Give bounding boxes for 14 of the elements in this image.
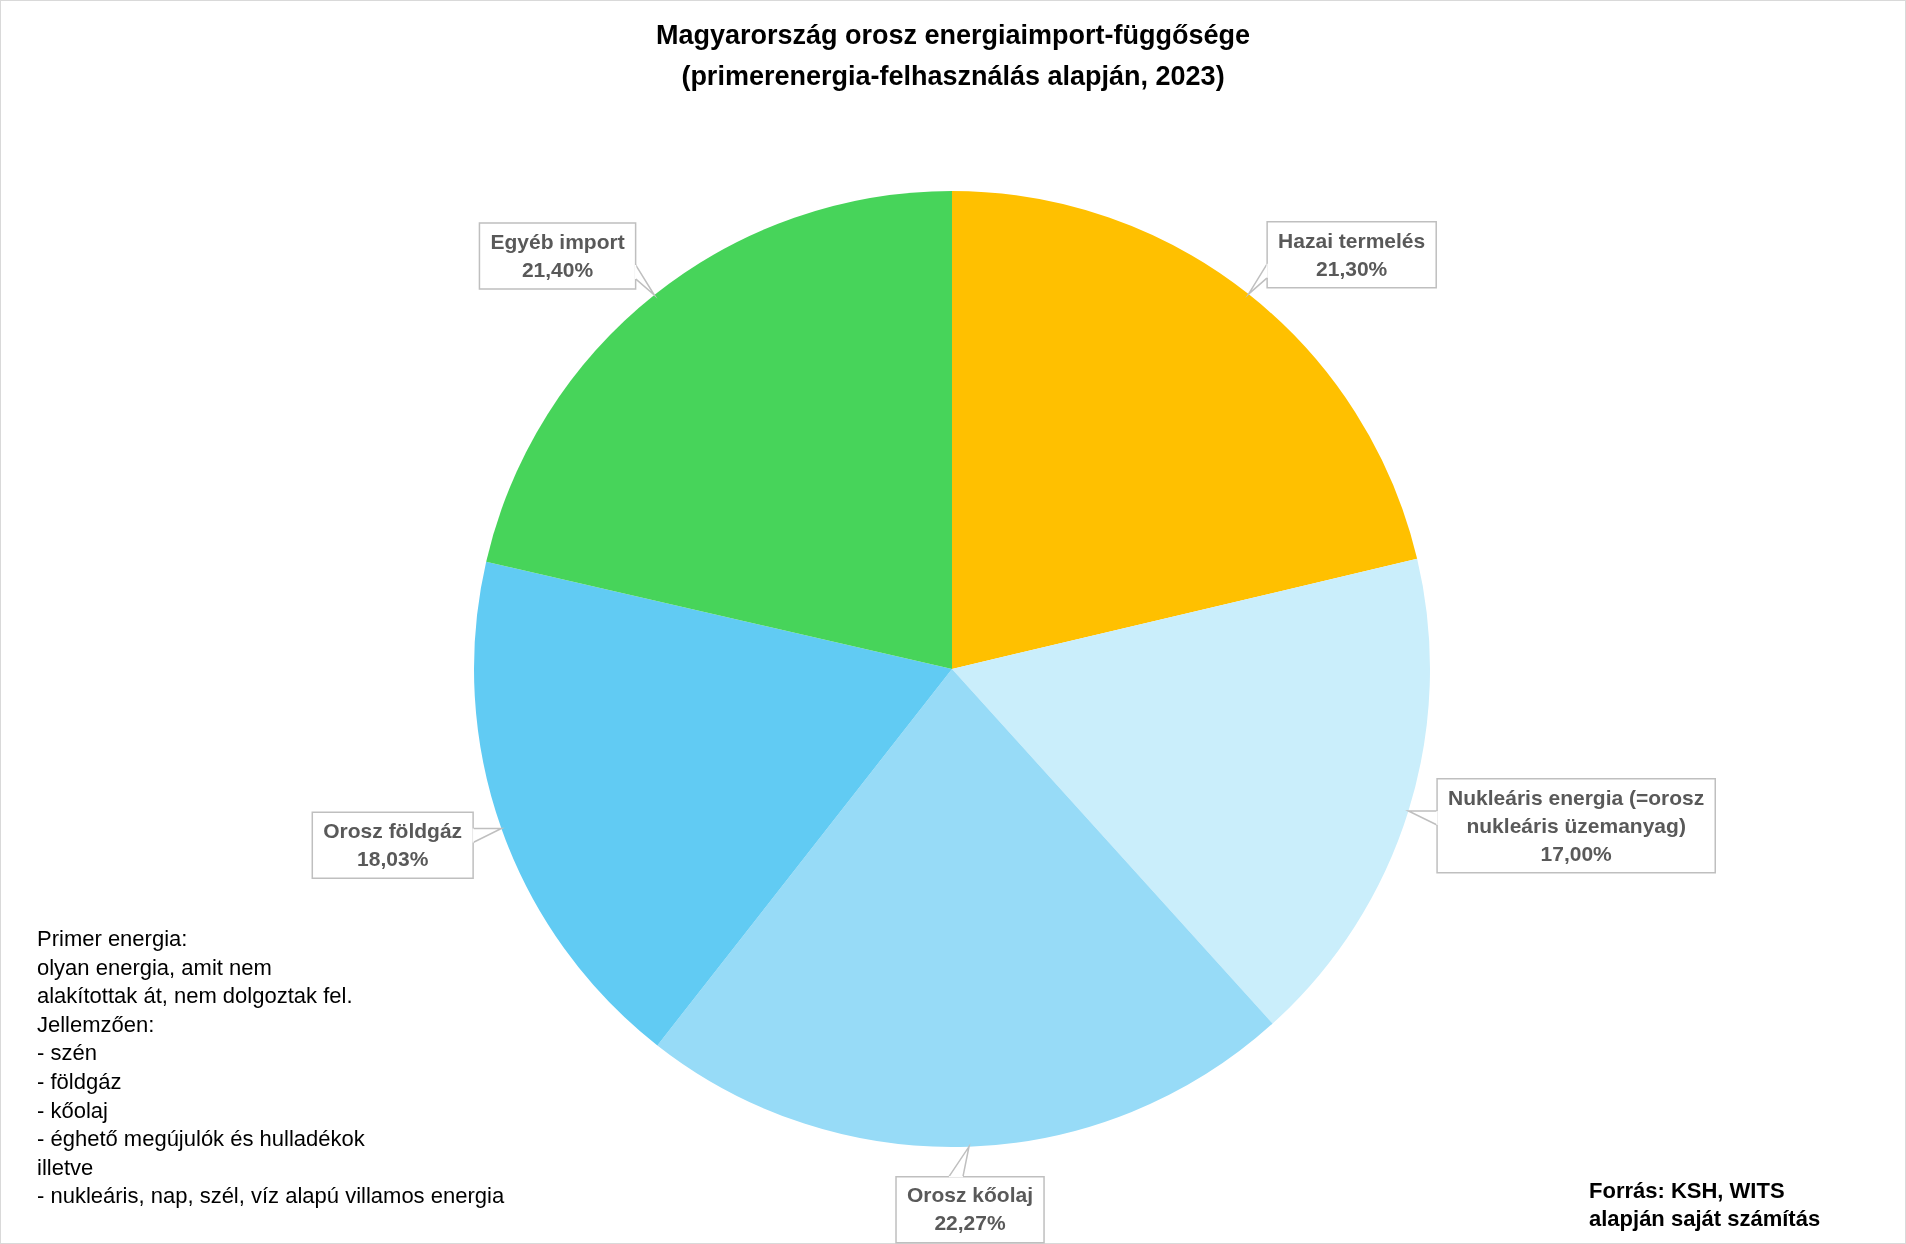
slice-label: Hazai termelés xyxy=(1278,228,1426,252)
text: Forrás: KSH, WITS alapján saját számítás xyxy=(1589,1178,1821,1232)
slice-label: Orosz kőolaj xyxy=(907,1183,1034,1207)
slice-label: Orosz földgáz xyxy=(323,818,463,842)
data-label: 18,03% xyxy=(357,846,429,870)
chart-subtitle: (primerenergia-felhasználás alapján, 2023) xyxy=(681,61,1225,92)
data-label: 22,27% xyxy=(934,1211,1006,1235)
data-label: 21,30% xyxy=(1316,256,1388,280)
data-label: 17,00% xyxy=(1540,841,1613,865)
data-label: 21,40% xyxy=(521,257,594,281)
slice-label: Egyéb import xyxy=(490,229,625,253)
text: Primer energia: olyan energia, amit nem alakítottak át, nem dolgoztak fel. Jellemzően: - szén - földgáz - kőolaj - éghető megújulók és hulladékok illetve - nukleáris, nap, szél, víz alapú villamos energia xyxy=(37,926,505,1209)
chart-title: Magyarország orosz energiaimport-függősége xyxy=(655,20,1251,51)
slice-label: Nukleáris energia (=orosz nukleáris üzemanyag) xyxy=(1448,785,1705,837)
